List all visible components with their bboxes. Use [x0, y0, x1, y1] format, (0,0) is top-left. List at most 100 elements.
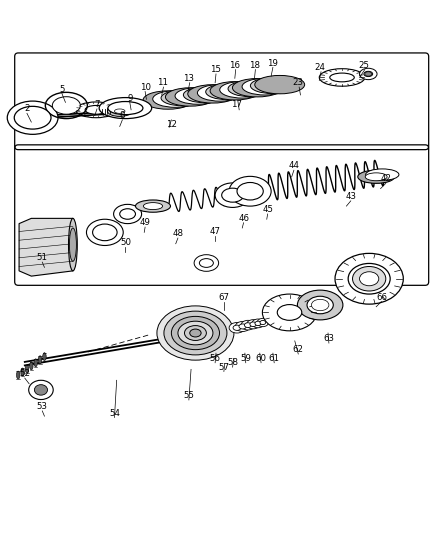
Ellipse shape — [38, 356, 42, 364]
Ellipse shape — [232, 78, 282, 97]
Text: 46: 46 — [237, 214, 248, 223]
Text: 53: 53 — [37, 402, 48, 411]
Ellipse shape — [16, 371, 20, 379]
Ellipse shape — [194, 255, 218, 271]
Ellipse shape — [85, 106, 107, 114]
Ellipse shape — [365, 169, 398, 180]
Text: 9: 9 — [127, 93, 132, 102]
Text: 63: 63 — [323, 334, 334, 343]
Ellipse shape — [237, 84, 261, 93]
Ellipse shape — [306, 296, 332, 314]
Text: 50: 50 — [120, 238, 131, 247]
Ellipse shape — [252, 82, 277, 91]
Ellipse shape — [347, 263, 389, 294]
Ellipse shape — [161, 90, 205, 106]
Ellipse shape — [170, 94, 194, 102]
Ellipse shape — [363, 71, 372, 77]
Ellipse shape — [68, 219, 77, 271]
Text: 60: 60 — [255, 354, 266, 363]
Ellipse shape — [359, 272, 378, 286]
Ellipse shape — [221, 188, 243, 202]
Text: 62: 62 — [292, 345, 303, 354]
Ellipse shape — [249, 322, 256, 327]
Ellipse shape — [205, 84, 249, 100]
Ellipse shape — [175, 87, 220, 104]
Ellipse shape — [152, 91, 198, 107]
Ellipse shape — [250, 78, 293, 93]
Text: 24: 24 — [314, 63, 325, 72]
Ellipse shape — [162, 94, 187, 103]
Ellipse shape — [34, 359, 37, 367]
Text: 19: 19 — [266, 59, 277, 68]
Ellipse shape — [254, 321, 261, 326]
Ellipse shape — [92, 224, 117, 241]
Ellipse shape — [297, 290, 342, 320]
Ellipse shape — [277, 304, 301, 320]
Ellipse shape — [251, 319, 264, 328]
Text: 7: 7 — [94, 100, 99, 109]
Ellipse shape — [210, 82, 259, 100]
Ellipse shape — [229, 322, 244, 333]
Ellipse shape — [108, 101, 143, 115]
Ellipse shape — [7, 101, 58, 134]
Ellipse shape — [113, 204, 141, 224]
Ellipse shape — [163, 311, 226, 355]
Text: 12: 12 — [166, 120, 177, 129]
Text: 55: 55 — [183, 391, 194, 400]
Ellipse shape — [52, 96, 80, 114]
Ellipse shape — [120, 209, 135, 219]
Ellipse shape — [311, 300, 328, 311]
Ellipse shape — [238, 324, 246, 329]
Text: 5: 5 — [59, 85, 64, 94]
Ellipse shape — [262, 294, 316, 331]
Ellipse shape — [135, 200, 170, 212]
Ellipse shape — [233, 325, 240, 330]
Ellipse shape — [215, 87, 239, 96]
Text: 18: 18 — [248, 61, 259, 70]
Ellipse shape — [171, 317, 219, 350]
Ellipse shape — [14, 107, 51, 129]
Text: 17: 17 — [231, 100, 242, 109]
Text: 52: 52 — [19, 369, 30, 378]
Text: 45: 45 — [261, 205, 272, 214]
Text: 51: 51 — [37, 253, 48, 262]
Ellipse shape — [75, 102, 117, 118]
Ellipse shape — [156, 306, 233, 360]
Ellipse shape — [199, 259, 213, 268]
Text: 58: 58 — [226, 358, 237, 367]
Text: 56: 56 — [209, 354, 220, 363]
Text: 11: 11 — [157, 78, 168, 87]
Ellipse shape — [364, 173, 386, 181]
Ellipse shape — [114, 109, 125, 114]
Ellipse shape — [143, 203, 162, 209]
Ellipse shape — [197, 85, 242, 101]
Ellipse shape — [187, 85, 237, 103]
Ellipse shape — [86, 219, 123, 246]
Ellipse shape — [244, 323, 251, 328]
Text: 47: 47 — [209, 227, 220, 236]
Text: 16: 16 — [229, 61, 240, 70]
Ellipse shape — [183, 87, 226, 103]
Text: 23: 23 — [292, 78, 303, 87]
Ellipse shape — [259, 320, 265, 325]
Ellipse shape — [107, 106, 132, 116]
Ellipse shape — [352, 266, 385, 291]
Ellipse shape — [260, 82, 284, 90]
Ellipse shape — [364, 72, 371, 76]
Text: 15: 15 — [209, 65, 220, 74]
Ellipse shape — [25, 365, 28, 373]
Ellipse shape — [193, 91, 217, 99]
Ellipse shape — [99, 98, 151, 118]
Text: 43: 43 — [345, 192, 356, 201]
Text: 10: 10 — [139, 83, 150, 92]
Ellipse shape — [28, 380, 53, 400]
Ellipse shape — [219, 82, 265, 98]
Text: 13: 13 — [183, 74, 194, 83]
Ellipse shape — [246, 320, 259, 329]
Ellipse shape — [235, 321, 250, 332]
Ellipse shape — [334, 253, 403, 304]
Text: 2: 2 — [24, 104, 30, 114]
Ellipse shape — [357, 170, 394, 183]
Ellipse shape — [165, 88, 215, 106]
Text: 8: 8 — [119, 111, 125, 120]
